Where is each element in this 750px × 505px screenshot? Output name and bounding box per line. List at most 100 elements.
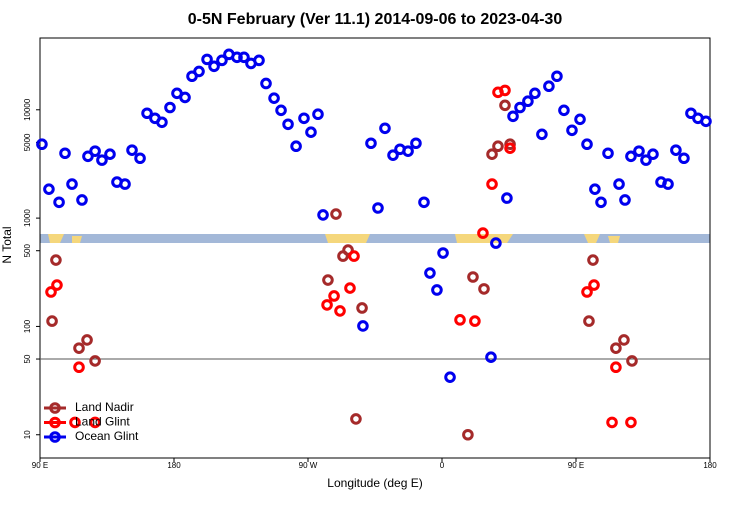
x-tick-label: 180 [167,461,181,470]
data-point [589,183,601,195]
data-point [618,334,630,346]
data-point [156,116,168,129]
x-tick-label: 90 W [299,461,318,470]
data-point [59,147,71,160]
data-point [678,152,690,165]
data-point [613,178,625,190]
data-point [543,80,555,93]
data-point [424,267,436,279]
data-point [606,416,618,429]
data-point [81,334,93,346]
data-point [89,355,101,367]
y-tick-label: 10000 [23,98,32,121]
data-point [581,138,593,151]
data-point [275,104,287,117]
y-tick-label: 10 [23,430,32,439]
data-point [478,283,490,295]
data-point [583,315,595,327]
data-point [119,178,131,190]
data-point [492,140,504,153]
data-point [134,152,146,165]
data-point [558,104,570,117]
data-point [477,227,489,239]
data-point [504,138,516,151]
data-point [431,284,443,296]
data-point [587,254,599,266]
data-point [402,145,414,157]
legend-label: Land Nadir [75,400,134,414]
data-point [73,361,85,374]
data-point [462,428,474,441]
data-point [164,101,176,114]
data-point [260,77,272,90]
data-point [490,237,502,249]
data-point [46,315,58,327]
data-point [633,145,645,157]
data-point [201,53,213,66]
data-point [486,178,498,190]
y-axis-label: N Total [0,226,14,263]
legend-marker [49,402,61,414]
data-point [536,128,548,141]
data-point [647,148,659,161]
data-point [504,142,516,154]
data-point [282,118,294,131]
data-point [379,122,391,135]
data-point [208,60,220,73]
data-point [193,65,205,78]
data-point [328,290,340,302]
data-point [469,315,481,327]
data-point [50,254,62,266]
data-point [253,54,265,67]
data-point [104,148,116,161]
data-point [179,91,191,104]
data-point [595,196,607,209]
y-tick-label: 50 [23,354,32,363]
legend-marker [49,416,61,429]
legend-marker [49,431,61,443]
data-point [626,355,638,367]
data-point [238,51,250,64]
data-point [610,361,622,374]
data-point [69,416,81,429]
data-point [290,140,302,153]
data-point [344,282,356,294]
data-point [43,183,55,195]
data-point [507,110,519,123]
legend-label: Land Glint [75,415,130,429]
data-point [268,92,280,104]
y-tick-label: 5000 [23,133,32,151]
map-strip [40,234,710,243]
data-point [444,371,456,383]
x-tick-label: 180 [703,461,717,470]
data-point [89,416,101,429]
y-tick-label: 100 [23,319,32,333]
data-point [387,149,399,161]
data-point [662,178,674,190]
data-point [602,147,614,160]
data-point [514,101,526,114]
data-point [342,244,354,256]
data-point [356,302,368,314]
data-point [581,286,593,298]
legend-label: Ocean Glint [75,429,139,443]
data-point [437,247,449,259]
data-point [574,113,586,126]
data-point [566,124,578,137]
data-point [53,196,65,209]
data-point [51,279,63,291]
data-point [486,148,498,161]
data-point [89,145,101,157]
data-point [73,342,85,354]
y-tick-label: 1000 [23,209,32,227]
plot-frame [39,37,711,459]
data-point [126,144,138,156]
data-point [485,351,497,363]
data-point [529,87,541,100]
data-point [588,279,600,291]
data-point [499,84,511,97]
chart-title: 0-5N February (Ver 11.1) 2014-09-06 to 2… [188,11,563,28]
data-point [66,178,78,190]
